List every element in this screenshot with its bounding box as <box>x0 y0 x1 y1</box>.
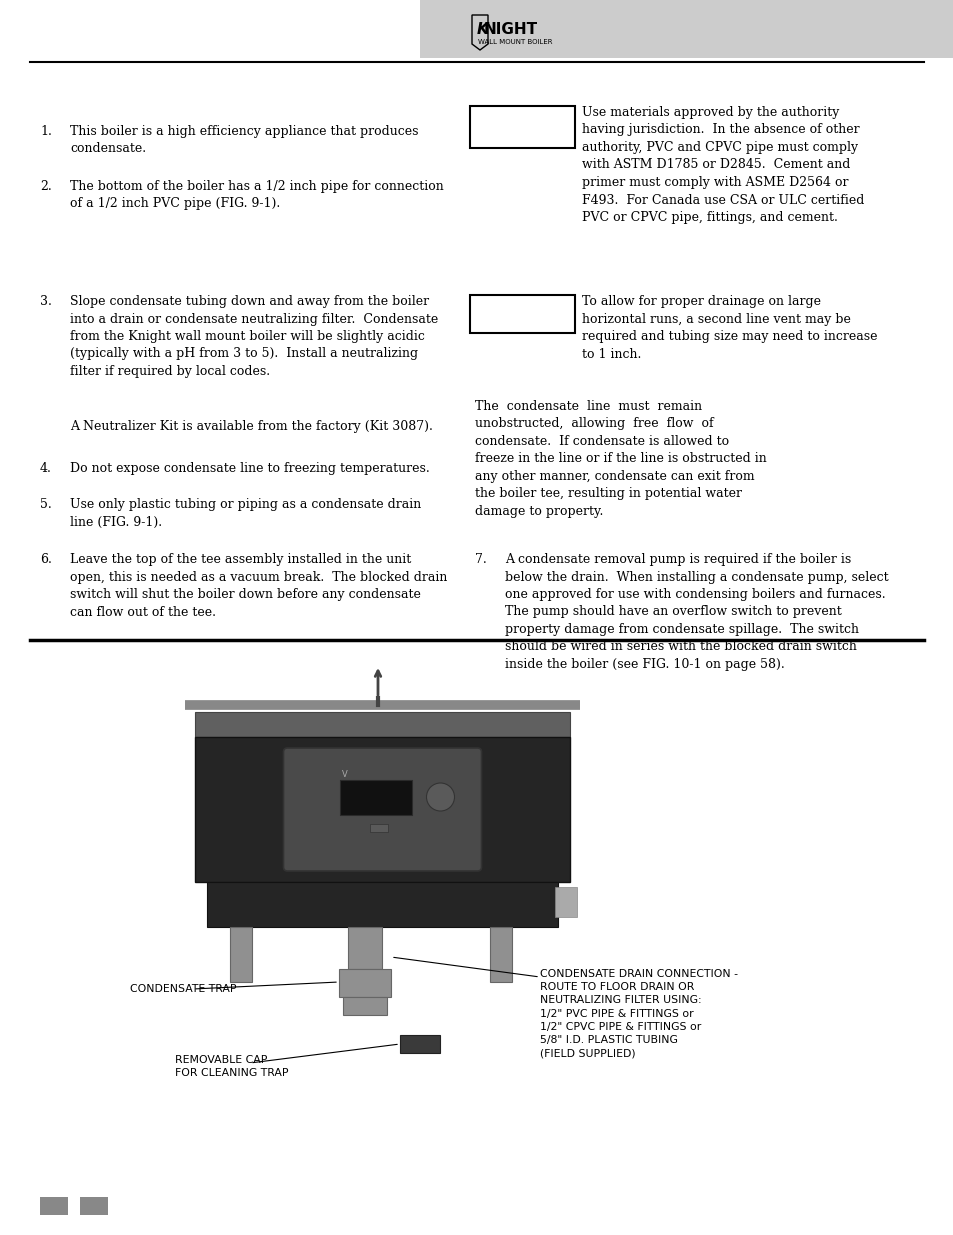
Text: 6.: 6. <box>40 553 51 566</box>
Text: This boiler is a high efficiency appliance that produces
condensate.: This boiler is a high efficiency applian… <box>70 125 418 156</box>
Text: REMOVABLE CAP
FOR CLEANING TRAP: REMOVABLE CAP FOR CLEANING TRAP <box>174 1055 288 1078</box>
Bar <box>338 969 391 997</box>
Text: A Neutralizer Kit is available from the factory (Kit 3087).: A Neutralizer Kit is available from the … <box>70 420 433 433</box>
Bar <box>207 882 558 927</box>
Text: Do not expose condensate line to freezing temperatures.: Do not expose condensate line to freezin… <box>70 462 429 475</box>
Text: Use materials approved by the authority
having jurisdiction.  In the absence of : Use materials approved by the authority … <box>581 106 863 224</box>
Bar <box>40 1197 68 1215</box>
Bar <box>230 927 252 982</box>
Circle shape <box>426 783 454 811</box>
Text: Slope condensate tubing down and away from the boiler
into a drain or condensate: Slope condensate tubing down and away fr… <box>70 295 437 378</box>
Text: CONDENSATE TRAP: CONDENSATE TRAP <box>130 984 236 994</box>
Bar <box>399 1035 439 1053</box>
Bar <box>370 824 388 832</box>
Bar <box>80 1197 108 1215</box>
Text: 1.: 1. <box>40 125 51 138</box>
Text: NIGHT: NIGHT <box>483 21 537 37</box>
Bar <box>194 713 569 737</box>
Text: The bottom of the boiler has a 1/2 inch pipe for connection
of a 1/2 inch PVC pi: The bottom of the boiler has a 1/2 inch … <box>70 180 443 210</box>
Text: Use only plastic tubing or piping as a condensate drain
line (FIG. 9-1).: Use only plastic tubing or piping as a c… <box>70 498 421 529</box>
FancyBboxPatch shape <box>283 748 481 871</box>
Text: Leave the top of the tee assembly installed in the unit
open, this is needed as : Leave the top of the tee assembly instal… <box>70 553 447 619</box>
Bar <box>340 781 412 815</box>
Bar <box>555 887 577 918</box>
Text: K: K <box>476 21 488 37</box>
Bar <box>194 737 569 882</box>
Bar <box>470 106 575 148</box>
Text: The  condensate  line  must  remain
unobstructed,  allowing  free  flow  of
cond: The condensate line must remain unobstru… <box>475 400 766 517</box>
Text: V: V <box>341 769 347 779</box>
Bar <box>470 295 575 333</box>
Text: A condensate removal pump is required if the boiler is
below the drain.  When in: A condensate removal pump is required if… <box>504 553 887 671</box>
Text: 4.: 4. <box>40 462 51 475</box>
Text: 2.: 2. <box>40 180 51 193</box>
Bar <box>343 997 387 1015</box>
Text: CONDENSATE DRAIN CONNECTION -
ROUTE TO FLOOR DRAIN OR
NEUTRALIZING FILTER USING:: CONDENSATE DRAIN CONNECTION - ROUTE TO F… <box>539 969 738 1058</box>
Text: To allow for proper drainage on large
horizontal runs, a second line vent may be: To allow for proper drainage on large ho… <box>581 295 877 361</box>
Text: WALL MOUNT BOILER: WALL MOUNT BOILER <box>477 40 552 44</box>
Bar <box>348 927 381 969</box>
Text: 5.: 5. <box>40 498 51 511</box>
Text: 7.: 7. <box>475 553 486 566</box>
Bar <box>419 0 953 58</box>
Bar <box>490 927 512 982</box>
Text: 3.: 3. <box>40 295 51 308</box>
